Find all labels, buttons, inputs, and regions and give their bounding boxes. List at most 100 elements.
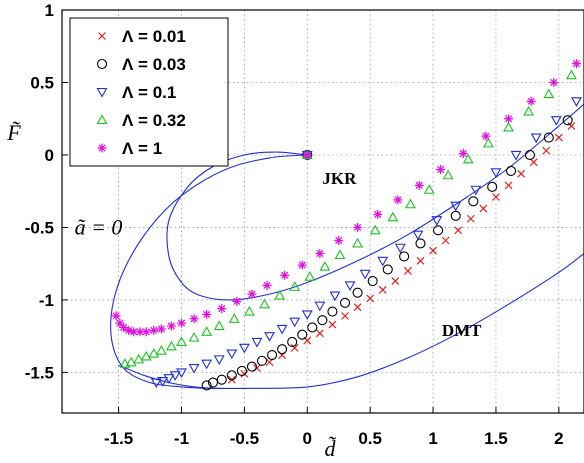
circle-stroke — [382, 264, 393, 275]
data-point-triangle-down — [238, 343, 250, 354]
x-stroke — [492, 193, 500, 201]
data-point-x — [441, 236, 450, 245]
data-point-x — [517, 169, 526, 178]
circle-stroke — [216, 374, 227, 385]
data-point-triangle-down — [163, 374, 175, 384]
x-stroke — [529, 158, 538, 167]
data-point-o — [267, 349, 278, 361]
annotation-label: JKR — [322, 169, 357, 188]
data-point-star — [315, 249, 325, 259]
data-point-triangle-down — [188, 364, 200, 374]
y-tick-label: 0.5 — [30, 73, 54, 92]
y-tick-label: 0 — [45, 146, 54, 165]
x-stroke — [328, 320, 337, 329]
data-point-triangle-down — [344, 281, 356, 292]
x-stroke — [378, 285, 387, 294]
star-stroke — [233, 297, 241, 305]
data-point-triangle-up — [523, 105, 535, 116]
x-axis-label: d̃ — [325, 436, 337, 461]
data-point-star — [202, 309, 212, 319]
circle-stroke — [207, 377, 218, 388]
legend-marker — [96, 114, 108, 125]
data-point-o — [226, 370, 237, 381]
triangle-stroke — [412, 230, 424, 241]
star-stroke — [482, 132, 490, 140]
data-point-o — [505, 165, 517, 176]
circle-stroke — [96, 58, 108, 70]
triangle-stroke — [188, 331, 200, 342]
data-point-triangle-down — [276, 324, 288, 335]
circle-stroke — [468, 196, 479, 207]
data-point-o — [287, 336, 298, 348]
data-point-o — [450, 210, 461, 221]
triangle-stroke — [482, 137, 494, 148]
data-point-star — [549, 77, 559, 87]
x-stroke — [567, 122, 576, 130]
data-point-o — [367, 276, 378, 287]
data-point-x — [391, 277, 400, 286]
data-point-x — [366, 294, 375, 303]
x-stroke — [542, 146, 551, 155]
y-tick-label: -0.5 — [25, 218, 54, 237]
circle-stroke — [226, 370, 237, 381]
data-point-triangle-up — [462, 153, 474, 164]
triangle-stroke — [289, 317, 301, 328]
data-point-o — [297, 329, 308, 340]
data-point-triangle-up — [319, 260, 331, 271]
circle-stroke — [236, 365, 247, 377]
x-stroke — [466, 214, 475, 223]
data-point-star — [436, 164, 446, 174]
data-point-x — [353, 303, 362, 312]
x-stroke — [554, 133, 563, 142]
data-point-star — [156, 324, 166, 334]
data-point-triangle-up — [304, 271, 316, 281]
data-point-star — [481, 131, 491, 141]
legend-marker — [96, 87, 108, 98]
data-point-star — [302, 150, 312, 160]
data-point-triangle-down — [289, 317, 301, 328]
data-point-star — [334, 235, 344, 245]
star-stroke — [177, 319, 186, 327]
label-layer: JKR DMT ã = 0 d̃ F̃ — [6, 120, 482, 461]
circle-stroke — [562, 115, 573, 126]
data-point-star — [526, 96, 536, 106]
data-point-x — [429, 246, 437, 255]
x-stroke — [366, 294, 375, 303]
x-stroke — [416, 256, 425, 265]
data-point-star — [247, 289, 257, 299]
x-tick-label: -0.5 — [230, 429, 259, 448]
star-stroke — [98, 144, 106, 152]
data-point-triangle-down — [251, 337, 263, 348]
data-point-star — [414, 180, 424, 190]
data-point-o — [399, 251, 410, 262]
data-point-x — [454, 226, 463, 235]
data-point-star — [166, 321, 176, 331]
triangle-stroke — [213, 320, 225, 331]
data-point-x — [504, 181, 513, 190]
star-stroke — [504, 115, 513, 123]
triangle-stroke — [510, 150, 522, 161]
data-point-triangle-up — [176, 336, 187, 347]
star-stroke — [130, 328, 138, 336]
triangle-stroke — [359, 269, 371, 280]
triangle-stroke — [157, 377, 169, 387]
data-point-triangle-up — [482, 137, 494, 148]
x-tick-label: 1.5 — [484, 429, 508, 448]
data-point-o — [382, 264, 393, 275]
curve-jkr — [166, 103, 584, 301]
legend-label: Λ = 0.03 — [122, 55, 186, 74]
data-point-triangle-up — [369, 224, 381, 235]
data-point-triangle-up — [387, 211, 399, 222]
data-point-star — [571, 59, 581, 69]
data-point-x — [315, 329, 324, 338]
triangle-stroke — [377, 256, 389, 267]
data-point-star — [393, 195, 403, 205]
data-point-triangle-up — [543, 88, 555, 99]
legend-label: Λ = 0.01 — [122, 27, 186, 46]
triangle-stroke — [571, 97, 582, 107]
x-tick-label: 0.5 — [358, 429, 382, 448]
x-tick-label: -1.5 — [104, 429, 133, 448]
data-point-o — [216, 374, 227, 385]
triangle-stroke — [243, 305, 255, 316]
data-point-triangle-down — [329, 291, 341, 302]
